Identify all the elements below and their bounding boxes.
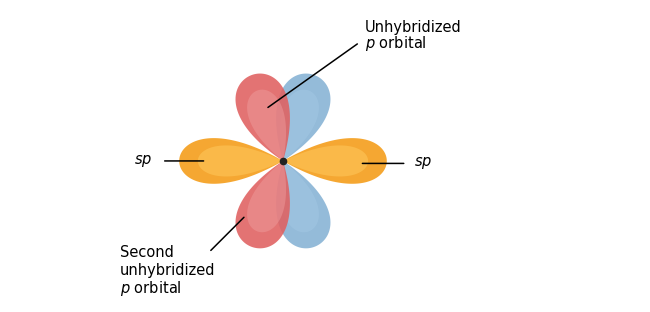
Text: $p$ orbital: $p$ orbital	[365, 34, 426, 53]
Text: Second: Second	[120, 245, 174, 260]
Polygon shape	[247, 161, 286, 232]
Polygon shape	[280, 90, 319, 161]
Text: $sp$: $sp$	[134, 153, 152, 169]
Polygon shape	[283, 138, 387, 184]
Polygon shape	[276, 74, 330, 161]
Polygon shape	[283, 145, 368, 177]
Polygon shape	[235, 74, 290, 161]
Text: Unhybridized: Unhybridized	[365, 20, 462, 35]
Polygon shape	[247, 90, 286, 161]
Polygon shape	[280, 161, 319, 232]
Polygon shape	[179, 138, 283, 184]
Polygon shape	[235, 161, 290, 248]
Polygon shape	[276, 161, 330, 248]
Text: $p$ orbital: $p$ orbital	[120, 280, 181, 299]
Text: $sp$: $sp$	[414, 155, 432, 171]
Text: unhybridized: unhybridized	[120, 263, 215, 278]
Polygon shape	[198, 145, 283, 177]
